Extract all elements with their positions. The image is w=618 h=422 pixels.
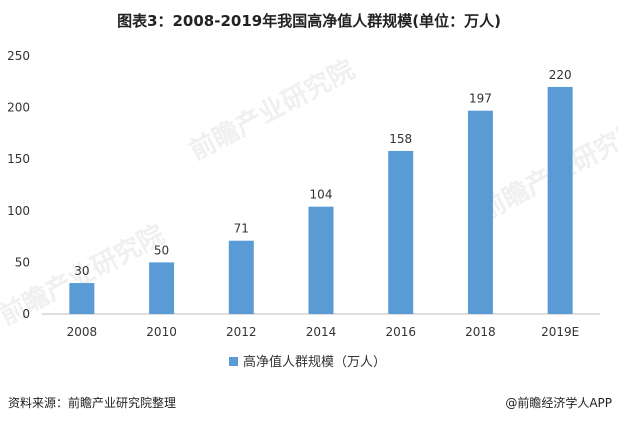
x-tick-label: 2008 xyxy=(67,325,98,339)
bar xyxy=(388,150,414,314)
brand-note: @前瞻经济学人APP xyxy=(505,396,612,410)
bar-chart: 0 50 100 150 200 250 30 2008 50 2010 71 2012 104 2014… xyxy=(7,49,600,370)
data-label: 197 xyxy=(469,92,492,106)
bar xyxy=(149,262,175,314)
x-tick-label: 2018 xyxy=(465,325,496,339)
x-tick-label: 2010 xyxy=(146,325,177,339)
bar xyxy=(308,206,334,314)
x-tick-label: 2016 xyxy=(385,325,416,339)
y-tick-label: 200 xyxy=(7,101,30,115)
data-label: 50 xyxy=(154,243,169,257)
y-tick-label: 0 xyxy=(22,307,30,321)
x-tick-label: 2012 xyxy=(226,325,257,339)
legend-swatch xyxy=(229,357,238,366)
y-tick-label: 150 xyxy=(7,152,30,166)
chart-title: 图表3：2008-2019年我国高净值人群规模(单位：万人) xyxy=(117,12,501,30)
data-label: 71 xyxy=(234,222,249,236)
x-tick-label: 2014 xyxy=(306,325,337,339)
y-tick-label: 250 xyxy=(7,49,30,63)
data-label: 104 xyxy=(310,188,333,202)
legend-label: 高净值人群规模（万人） xyxy=(243,354,386,370)
data-label: 158 xyxy=(389,132,412,146)
y-tick-label: 50 xyxy=(15,255,30,269)
source-note: 资料来源：前瞻产业研究院整理 xyxy=(8,396,177,410)
bar xyxy=(228,240,254,314)
x-tick-label: 2019E xyxy=(541,325,579,339)
bar xyxy=(69,283,95,314)
y-tick-label: 100 xyxy=(7,204,30,218)
bar xyxy=(547,86,573,315)
data-label: 30 xyxy=(74,264,89,278)
bar xyxy=(467,110,493,314)
data-label: 220 xyxy=(549,68,572,82)
